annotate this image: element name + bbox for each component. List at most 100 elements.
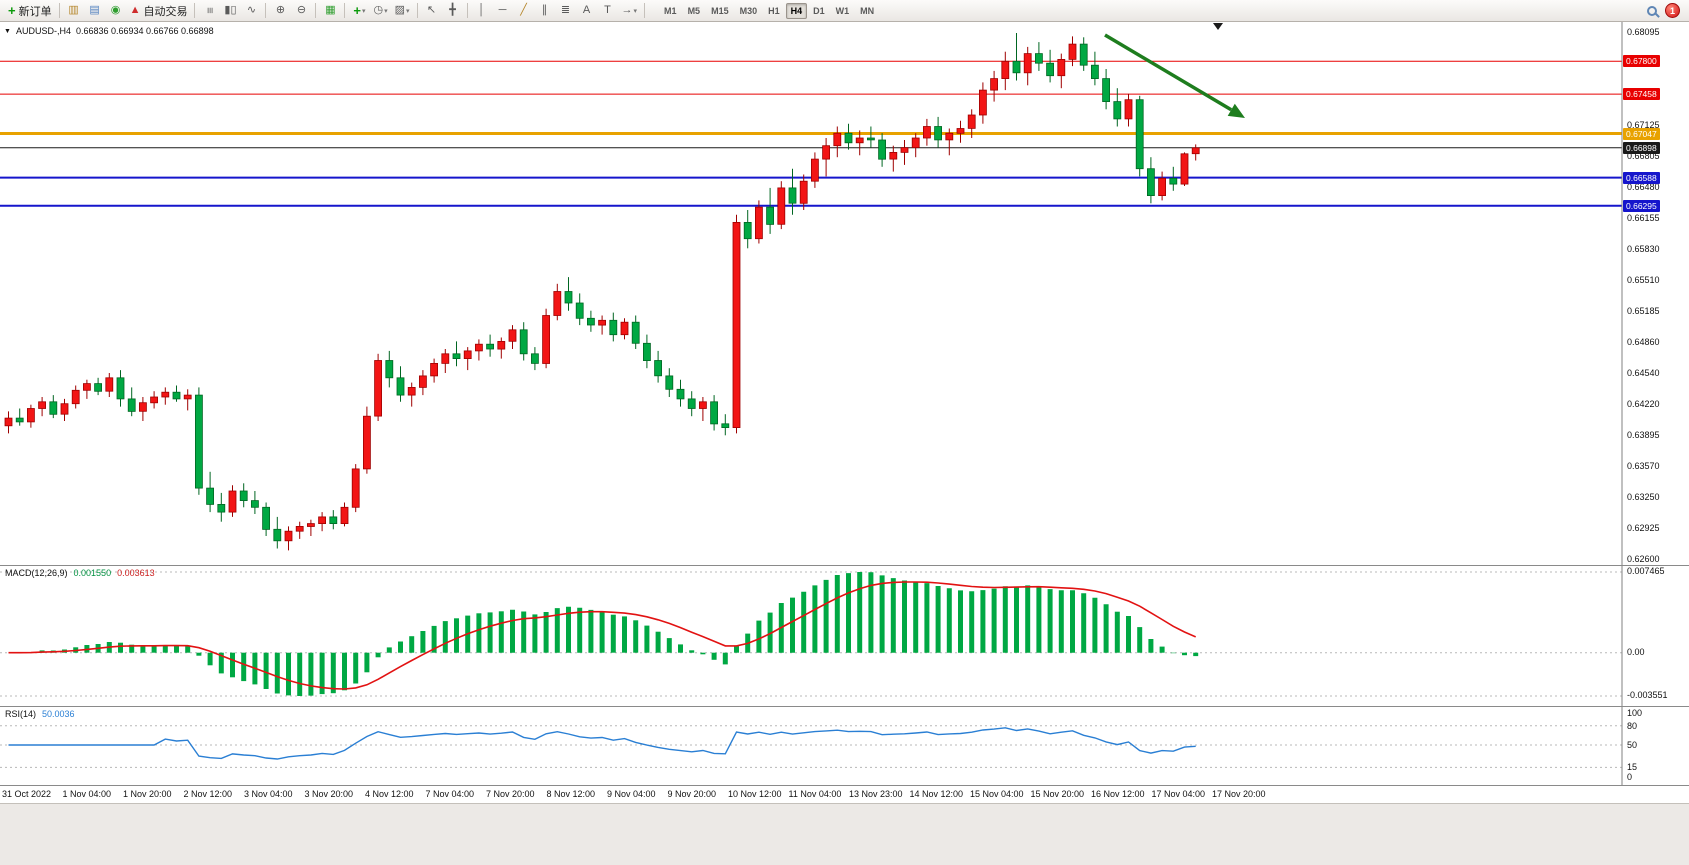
timeframe-w1-button[interactable]: W1 xyxy=(835,5,850,16)
toolbar-separator xyxy=(194,3,196,18)
toolbar-separator xyxy=(416,3,418,18)
candlestick-chart-icon[interactable]: ▮▯ xyxy=(220,2,240,20)
time-axis-label: 9 Nov 04:00 xyxy=(607,789,656,799)
price-chart-panel[interactable]: ▼ AUDUSD-,H4 0.66836 0.66934 0.66766 0.6… xyxy=(0,22,1689,565)
zoom-in-icon[interactable]: ⊕ xyxy=(270,2,290,20)
time-axis-label: 3 Nov 20:00 xyxy=(304,789,354,799)
periods-icon: ◷ xyxy=(373,4,384,16)
cursor-icon[interactable]: ↖ xyxy=(422,2,442,20)
news-icon: ◉ xyxy=(110,4,121,16)
rsi-label-row: RSI(14) 50.0036 xyxy=(5,709,75,719)
news-icon[interactable]: ◉ xyxy=(106,2,126,20)
axis-label: -0.003551 xyxy=(1627,690,1668,700)
trendline-icon: ╱ xyxy=(520,4,527,16)
bar-chart-icon[interactable]: ≡ xyxy=(199,2,219,20)
time-axis-label: 31 Oct 2022 xyxy=(2,789,52,799)
time-axis-label: 1 Nov 20:00 xyxy=(123,789,172,799)
zoom-in-icon: ⊕ xyxy=(275,4,286,16)
equidistant-channel-icon[interactable]: ∥ xyxy=(535,2,555,20)
timeframe-m15-button[interactable]: M15 xyxy=(711,5,729,16)
time-axis-label: 13 Nov 23:00 xyxy=(849,789,903,799)
dropdown-caret-icon: ▾ xyxy=(384,7,388,15)
market-watch-icon: ▥ xyxy=(68,4,79,16)
price-chart-canvas[interactable] xyxy=(0,22,1689,565)
templates-icon: ▨ xyxy=(394,4,406,16)
chart-header: ▼ AUDUSD-,H4 0.66836 0.66934 0.66766 0.6… xyxy=(4,26,214,36)
axis-label: 0.65510 xyxy=(1627,274,1660,285)
time-axis-label: 3 Nov 04:00 xyxy=(244,789,293,799)
market-watch-icon[interactable]: ▥ xyxy=(64,2,84,20)
axis-label: 0.63570 xyxy=(1627,461,1660,471)
time-axis-label: 4 Nov 12:00 xyxy=(365,789,414,799)
axis-label: 0.67125 xyxy=(1627,120,1660,131)
time-axis-label: 7 Nov 04:00 xyxy=(425,789,475,799)
trendline-icon[interactable]: ╱ xyxy=(514,2,534,20)
macd-canvas[interactable] xyxy=(0,566,1689,706)
crosshair-icon[interactable]: ╋ xyxy=(443,2,463,20)
dropdown-caret-icon: ▾ xyxy=(406,7,410,15)
vertical-line-icon[interactable]: │ xyxy=(472,2,492,20)
label-icon[interactable]: T xyxy=(598,2,618,20)
axis-label: 0.64860 xyxy=(1627,337,1660,348)
line-chart-icon[interactable]: ∿ xyxy=(241,2,261,20)
text-icon[interactable]: A xyxy=(577,2,597,20)
time-axis-label: 11 Nov 04:00 xyxy=(788,789,842,799)
tile-windows-icon[interactable]: ▦ xyxy=(320,2,340,20)
chart-window: ▼ AUDUSD-,H4 0.66836 0.66934 0.66766 0.6… xyxy=(0,22,1689,865)
dropdown-caret-icon: ▾ xyxy=(633,7,638,15)
auto-trading-button[interactable]: ▲ 自动交易 xyxy=(127,2,191,20)
zoom-out-icon[interactable]: ⊖ xyxy=(291,2,311,20)
axis-label: 100 xyxy=(1627,708,1643,718)
timeframe-m30-button[interactable]: M30 xyxy=(739,5,758,16)
rsi-canvas[interactable] xyxy=(0,707,1689,785)
axis-label: 0.62600 xyxy=(1627,554,1660,564)
axis-label: 0.63895 xyxy=(1627,429,1660,440)
search-icon[interactable] xyxy=(1647,5,1657,16)
periods-icon[interactable]: ◷ ▾ xyxy=(370,2,390,20)
time-axis-label: 17 Nov 20:00 xyxy=(1212,789,1266,799)
templates-icon[interactable]: ▨ ▾ xyxy=(392,2,413,20)
axis-label: 0 xyxy=(1627,772,1633,782)
dropdown-caret-icon: ▾ xyxy=(362,7,366,15)
indicators-icon[interactable]: + ▾ xyxy=(349,2,369,20)
tile-windows-icon: ▦ xyxy=(325,4,336,16)
toolbar-separator xyxy=(644,3,646,18)
axis-label: 0.64540 xyxy=(1627,368,1660,378)
notification-badge[interactable]: 1 xyxy=(1665,3,1680,18)
timeframe-m5-button[interactable]: M5 xyxy=(687,5,701,16)
time-axis-label: 7 Nov 20:00 xyxy=(486,789,535,799)
price-level-badge: 0.67800 xyxy=(1623,55,1660,68)
ohlc-toggle-icon[interactable]: ▼ xyxy=(4,27,11,35)
cursor-icon: ↖ xyxy=(426,4,437,16)
timeframe-d1-button[interactable]: D1 xyxy=(813,5,825,16)
toolbar-separator xyxy=(466,3,468,18)
time-axis[interactable]: 31 Oct 2022 1 Nov 04:00 1 Nov 20:00 2 Nov 1… xyxy=(0,785,1689,803)
axis-label: 0.64220 xyxy=(1627,398,1660,409)
data-window-icon[interactable]: ▤ xyxy=(85,2,105,20)
new-order-icon: + xyxy=(8,3,16,18)
rsi-indicator-panel[interactable]: RSI(14) 50.0036 100 80 50 15 0 xyxy=(0,706,1689,785)
timeframe-h4-button[interactable]: H4 xyxy=(785,2,808,19)
time-axis-label: 9 Nov 20:00 xyxy=(667,789,717,799)
timeframe-h1-button[interactable]: H1 xyxy=(768,5,780,16)
arrows-tool-icon[interactable]: → ▾ xyxy=(619,2,641,20)
macd-indicator-panel[interactable]: MACD(12,26,9) 0.001550 0.003613 0.007465… xyxy=(0,565,1689,706)
timeframe-m1-button[interactable]: M1 xyxy=(664,5,677,16)
axis-label: 0.66480 xyxy=(1627,181,1660,192)
horizontal-line-icon: ─ xyxy=(498,4,507,16)
toolbar-separator xyxy=(315,3,317,18)
axis-label: 80 xyxy=(1627,720,1638,731)
equidistant-channel-icon: ∥ xyxy=(541,4,548,16)
toolbar-separator xyxy=(58,3,60,18)
new-order-button[interactable]: + 新订单 xyxy=(5,2,55,20)
axis-label: 0.63250 xyxy=(1627,491,1660,502)
data-window-icon: ▤ xyxy=(89,4,100,16)
axis-label: 0.66155 xyxy=(1627,213,1660,224)
price-level-badge: 0.66898 xyxy=(1623,141,1660,154)
price-level-badge: 0.66588 xyxy=(1623,171,1660,184)
horizontal-line-icon[interactable]: ─ xyxy=(493,2,513,20)
bar-chart-icon: ≡ xyxy=(203,7,216,14)
fibonacci-icon[interactable]: ≣ xyxy=(556,2,576,20)
timeframe-mn-button[interactable]: MN xyxy=(860,5,875,16)
axis-label: 50 xyxy=(1627,740,1638,750)
